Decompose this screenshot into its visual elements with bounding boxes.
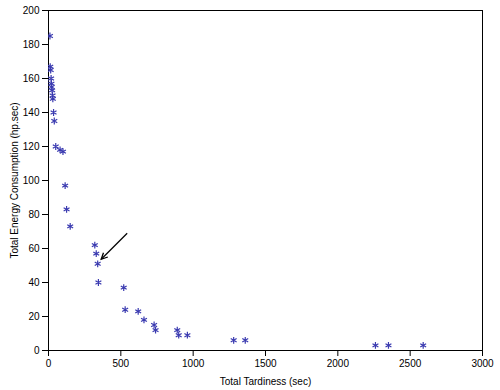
- svg-text:200: 200: [23, 5, 40, 16]
- svg-text:1500: 1500: [254, 358, 277, 369]
- svg-text:2000: 2000: [327, 358, 350, 369]
- svg-text:60: 60: [28, 243, 40, 254]
- svg-text:140: 140: [23, 107, 40, 118]
- svg-text:180: 180: [23, 39, 40, 50]
- svg-text:3000: 3000: [471, 358, 494, 369]
- svg-text:100: 100: [23, 175, 40, 186]
- svg-text:20: 20: [28, 311, 40, 322]
- svg-text:2500: 2500: [399, 358, 422, 369]
- svg-text:Total Tardiness (sec): Total Tardiness (sec): [220, 376, 312, 387]
- svg-text:0: 0: [34, 345, 40, 356]
- svg-text:160: 160: [23, 73, 40, 84]
- svg-text:1000: 1000: [182, 358, 205, 369]
- svg-text:120: 120: [23, 141, 40, 152]
- svg-text:500: 500: [112, 358, 129, 369]
- svg-text:80: 80: [28, 209, 40, 220]
- svg-text:40: 40: [28, 277, 40, 288]
- svg-text:0: 0: [46, 358, 52, 369]
- svg-text:Total Energy Consumption (hp.s: Total Energy Consumption (hp.sec): [9, 102, 20, 258]
